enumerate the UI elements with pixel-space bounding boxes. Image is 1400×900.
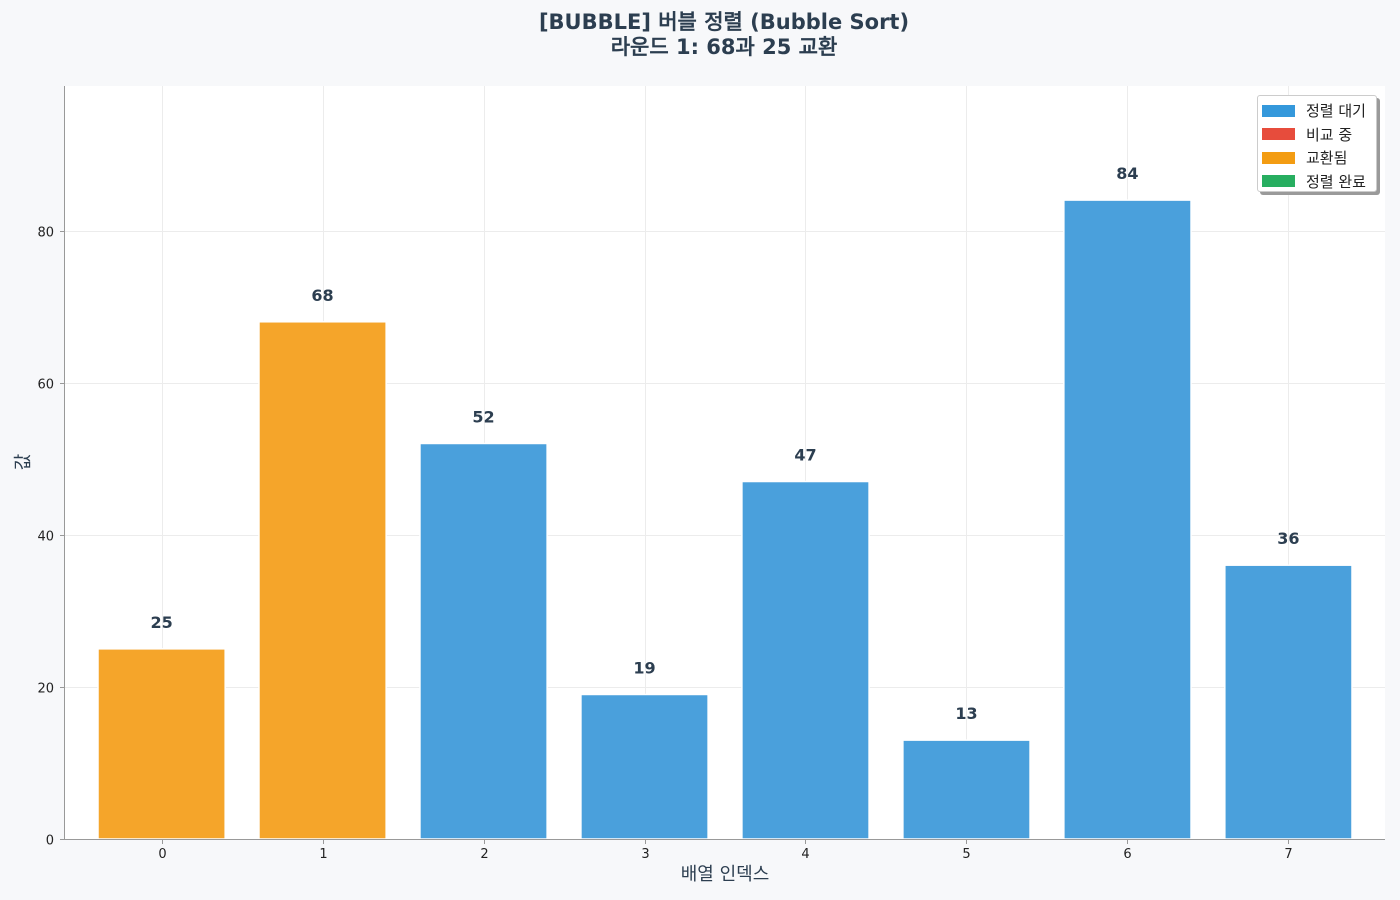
bar-value-label: 36 — [1277, 529, 1299, 548]
y-tick-label: 60 — [37, 378, 54, 393]
legend-item: 교환됨 — [1262, 146, 1372, 170]
bar — [258, 321, 387, 840]
y-tick-label: 0 — [46, 834, 54, 849]
bar-value-label: 13 — [955, 704, 977, 723]
x-tick-label: 0 — [158, 847, 166, 862]
y-ticks: 0 20 40 60 80 — [37, 226, 65, 849]
x-axis-title: 배열 인덱스 — [681, 864, 770, 885]
x-tick-label: 7 — [1284, 847, 1292, 862]
x-tick-label: 2 — [480, 847, 488, 862]
y-axis-title: 값 — [13, 454, 34, 471]
x-tick-label: 1 — [319, 847, 327, 862]
bars — [97, 199, 1353, 840]
x-ticks: 0 1 2 3 4 5 6 7 — [158, 839, 1293, 862]
legend-item: 정렬 대기 — [1262, 99, 1372, 123]
bar-value-label: 19 — [633, 658, 655, 677]
x-tick-label: 5 — [962, 847, 970, 862]
bar-value-label: 84 — [1116, 164, 1138, 183]
bar-value-label: 47 — [794, 446, 816, 465]
y-tick-label: 40 — [37, 530, 54, 545]
x-tick-label: 3 — [641, 847, 649, 862]
chart-subtitle: 라운드 1: 68과 25 교환 — [610, 35, 838, 59]
bar — [97, 648, 226, 840]
legend-label: 비교 중 — [1306, 125, 1353, 144]
legend-label: 교환됨 — [1306, 149, 1348, 168]
data-labels: 25 68 52 19 47 13 84 36 — [150, 164, 1299, 723]
bar — [1224, 564, 1353, 840]
legend-swatch — [1262, 151, 1295, 164]
bar — [419, 442, 548, 840]
bar-value-label: 68 — [311, 286, 333, 305]
legend-swatch — [1262, 128, 1295, 141]
chart-title-block: [BUBBLE] 버블 정렬 (Bubble Sort) 라운드 1: 68과 … — [0, 10, 1400, 60]
y-tick-label: 80 — [37, 226, 54, 241]
legend-item: 비교 중 — [1262, 123, 1372, 147]
bar-value-label: 52 — [472, 407, 494, 426]
bar — [741, 480, 870, 840]
chart-title: [BUBBLE] 버블 정렬 (Bubble Sort) — [538, 10, 910, 34]
bar — [580, 693, 709, 840]
x-tick-label: 6 — [1123, 847, 1131, 862]
x-tick-label: 4 — [801, 847, 809, 862]
legend-label: 정렬 대기 — [1306, 102, 1366, 121]
bar — [902, 739, 1031, 840]
legend-item: 정렬 완료 — [1262, 170, 1372, 194]
legend-swatch — [1262, 175, 1295, 188]
legend-label: 정렬 완료 — [1306, 172, 1366, 191]
legend-swatch — [1262, 104, 1295, 117]
bar-value-label: 25 — [150, 613, 172, 632]
bar — [1063, 199, 1192, 840]
y-tick-label: 20 — [37, 682, 54, 697]
